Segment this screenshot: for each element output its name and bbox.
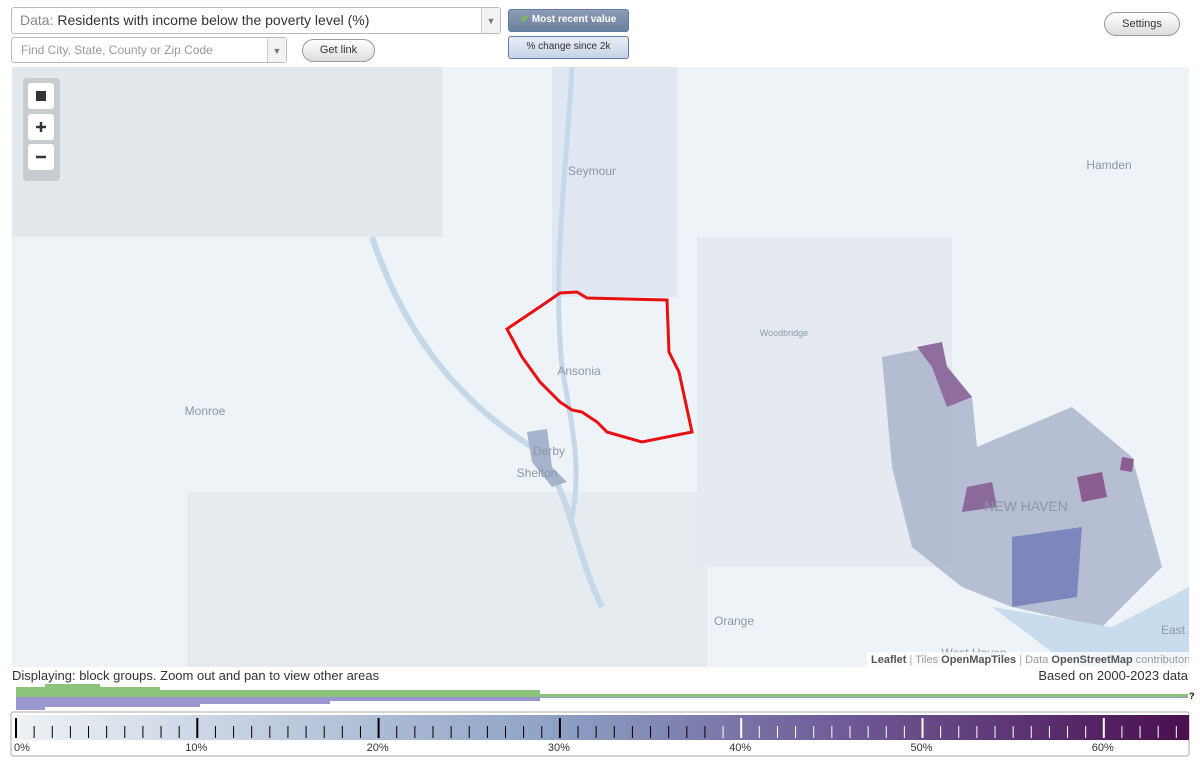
attribution-link[interactable]: OpenStreetMap <box>1051 654 1133 666</box>
region <box>1077 472 1107 502</box>
scale-label: 0% <box>14 742 30 754</box>
region <box>882 347 1162 627</box>
place-label: Orange <box>714 614 754 628</box>
place-label: Ansonia <box>557 364 601 378</box>
legend: ? 0% 10% 20% 30% 40% 50% 60% <box>10 684 1195 757</box>
status-text: Displaying: block groups. Zoom out and p… <box>12 668 380 683</box>
most-recent-label: Most recent value <box>531 14 617 25</box>
data-range-text: Based on 2000-2023 data <box>1038 668 1188 683</box>
place-label: Hamden <box>1086 158 1131 172</box>
water <box>992 587 1189 667</box>
attribution-link[interactable]: Leaflet <box>871 654 907 666</box>
data-label: Data: <box>20 12 54 28</box>
scale-label: 50% <box>911 742 933 754</box>
river <box>369 236 605 609</box>
scale-label: 20% <box>367 742 389 754</box>
region <box>552 67 677 297</box>
river <box>556 67 579 518</box>
separator: | <box>910 654 913 666</box>
region <box>917 342 972 407</box>
place-label: Derby <box>533 444 565 458</box>
region <box>962 482 997 512</box>
fit-button[interactable] <box>28 83 54 109</box>
attribution-link[interactable]: OpenMapTiles <box>941 654 1016 666</box>
get-link-button[interactable]: Get link <box>302 39 375 62</box>
scale-label: 30% <box>548 742 570 754</box>
region <box>527 429 567 487</box>
place-label: Shelton <box>517 466 558 480</box>
scale-label: 10% <box>185 742 207 754</box>
search-placeholder: Find City, State, County or Zip Code <box>21 43 213 57</box>
region <box>187 492 707 667</box>
attribution-bg <box>867 652 1189 667</box>
place-label: Monroe <box>185 404 226 418</box>
scale-label: 40% <box>729 742 751 754</box>
attribution-text: Tiles <box>915 654 938 666</box>
color-scale <box>16 715 1189 740</box>
separator: | <box>1019 654 1022 666</box>
region <box>1120 457 1134 472</box>
region <box>12 67 442 237</box>
attribution-text: Data <box>1025 654 1049 666</box>
place-label: NEW HAVEN <box>984 498 1068 514</box>
map[interactable]: Seymour Hamden Woodbridge Ansonia Monroe… <box>12 67 1189 667</box>
question-mark[interactable]: ? <box>1189 691 1195 701</box>
place-label: Woodbridge <box>760 328 808 338</box>
pct-change-toggle[interactable]: % change since 2k <box>508 36 629 59</box>
dropdown-arrow: ▼ <box>267 38 286 62</box>
histogram-green <box>16 684 1188 697</box>
data-value: Residents with income below the poverty … <box>57 12 370 28</box>
place-label: Seymour <box>568 164 616 178</box>
scale-label: 60% <box>1092 742 1114 754</box>
attribution: Leaflet | Tiles OpenMapTiles | Data Open… <box>871 654 1189 666</box>
place-label: East <box>1161 623 1186 637</box>
attribution-text: contributors <box>1136 654 1189 666</box>
dropdown-arrow: ▼ <box>481 8 500 33</box>
region <box>1012 527 1082 607</box>
selected-boundary <box>505 290 694 444</box>
zoom-out-button[interactable] <box>28 144 54 170</box>
zoom-in-button[interactable] <box>28 114 54 140</box>
data-select[interactable]: Data: Residents with income below the po… <box>11 7 501 34</box>
scale-ticks <box>15 718 1177 738</box>
check-icon: ✔ <box>520 14 530 25</box>
search-box[interactable]: Find City, State, County or Zip Code ▼ <box>11 37 287 63</box>
histogram-purple <box>16 697 1188 710</box>
most-recent-toggle[interactable]: ✔ Most recent value <box>508 9 629 32</box>
settings-button[interactable]: Settings <box>1104 12 1180 36</box>
